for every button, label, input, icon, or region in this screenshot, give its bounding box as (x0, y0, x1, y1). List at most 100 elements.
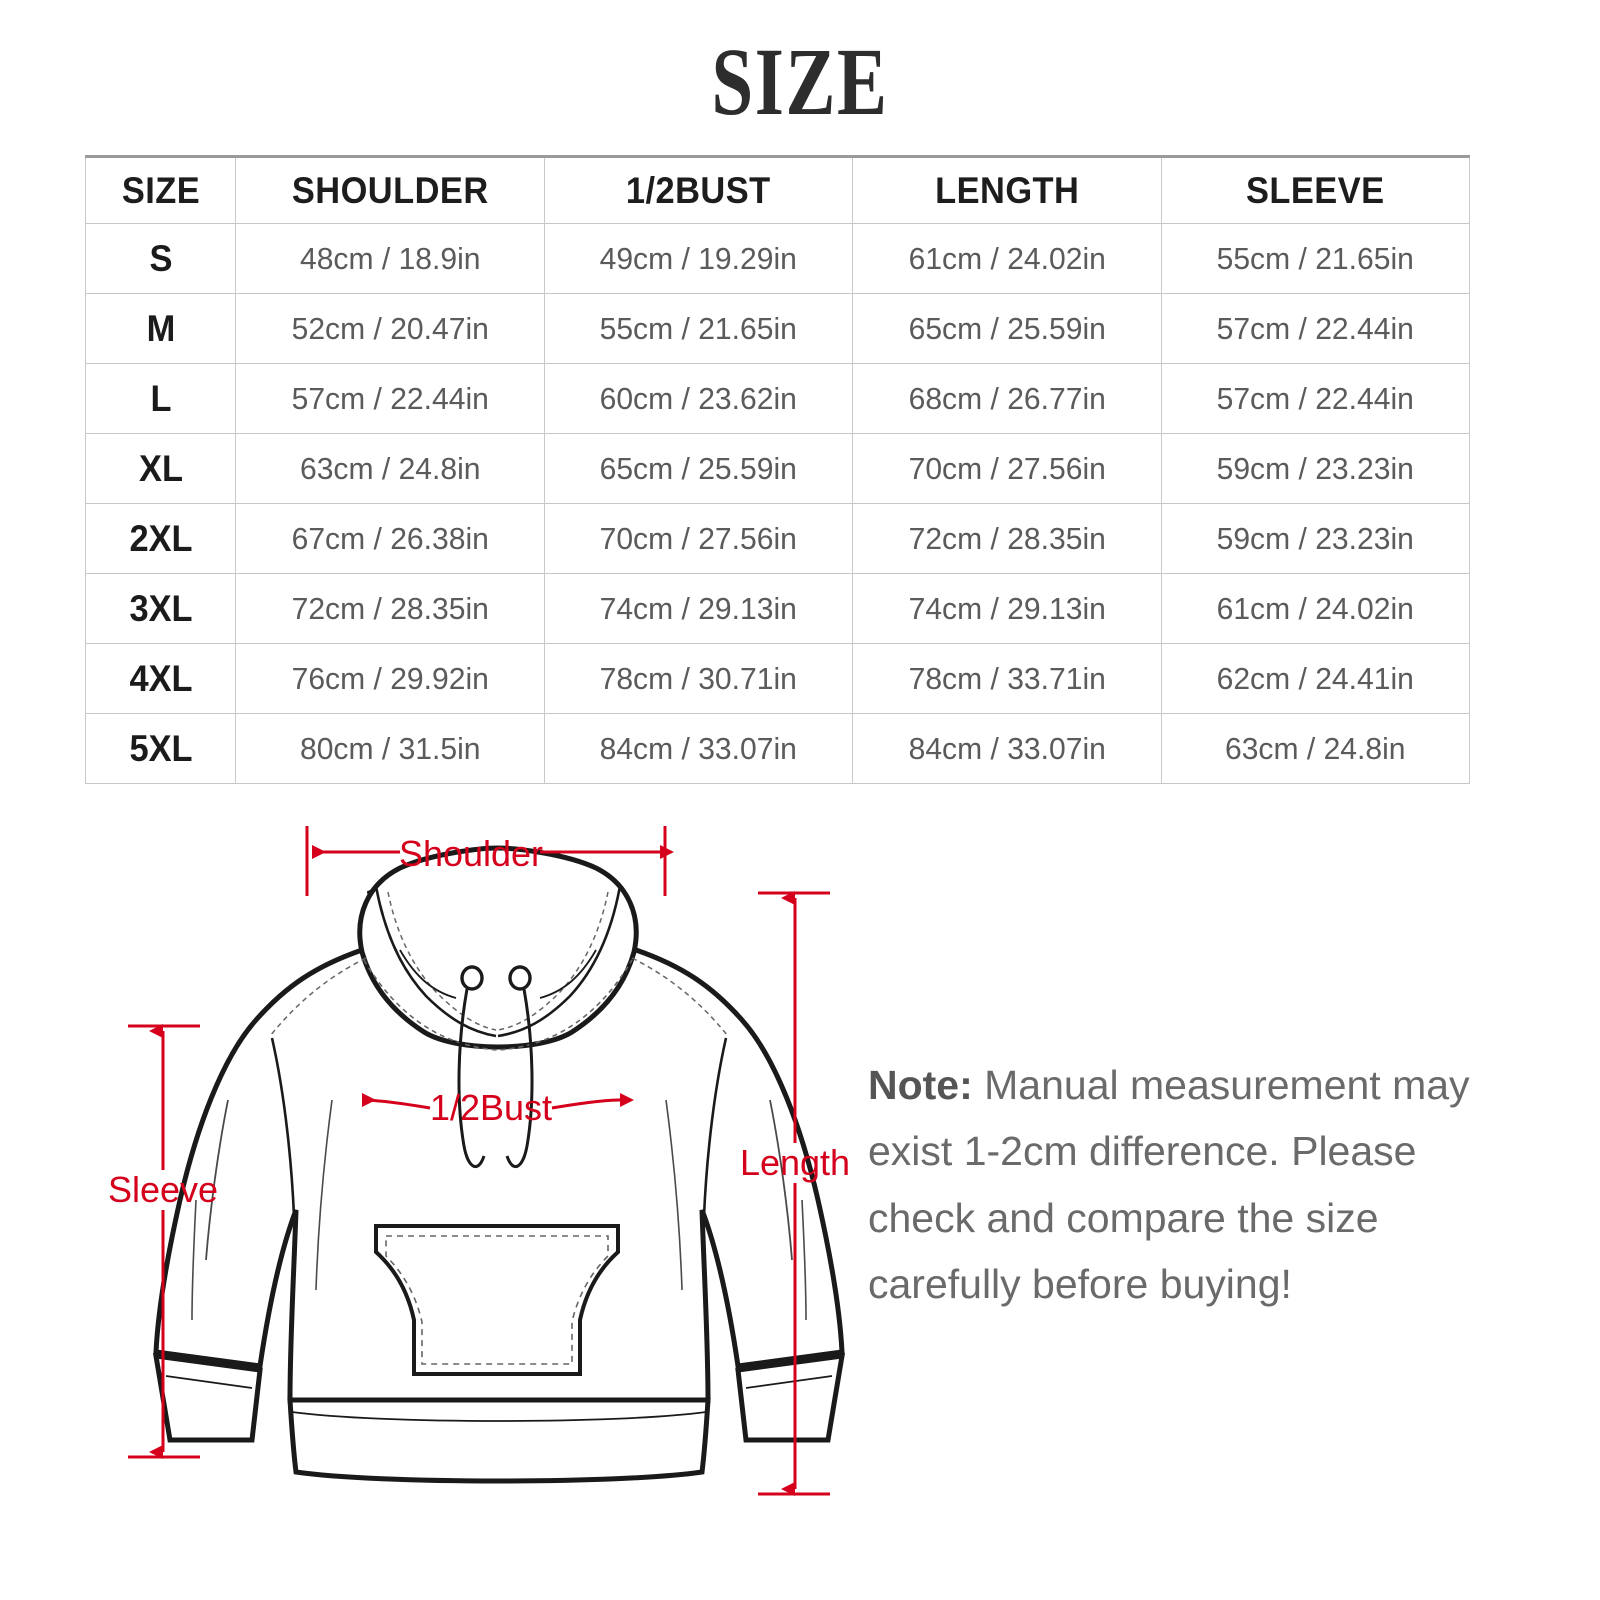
hood-left-fold (374, 885, 497, 1038)
left-shoulder-stitch (269, 957, 367, 1037)
column-header-bust: 1/2BUST (554, 155, 843, 224)
cell-bust: 55cm / 21.65in (548, 293, 849, 364)
hoodie-technical-drawing: Shoulder 1/2Bust Sleeve Length (108, 826, 850, 1496)
right-cuff (735, 1353, 846, 1443)
table-row: XL 63cm / 24.8in 65cm / 25.59in 70cm / 2… (86, 433, 1470, 504)
kangaroo-pocket (374, 1224, 620, 1376)
right-armhole-seam (702, 1037, 728, 1217)
table-row: S 48cm / 18.9in 49cm / 19.29in 61cm / 24… (86, 223, 1470, 294)
left-cuff-seam (165, 1375, 253, 1389)
drawstring-left (457, 988, 486, 1169)
table-row: M 52cm / 20.47in 55cm / 21.65in 65cm / 2… (86, 293, 1470, 364)
cell-size: S (90, 223, 231, 294)
cell-length: 84cm / 33.07in (856, 713, 1157, 784)
grommet-left-icon (460, 965, 484, 991)
table-row: 3XL 72cm / 28.35in 74cm / 29.13in 74cm /… (86, 573, 1470, 644)
length-label: Length (740, 1142, 850, 1183)
cell-length: 68cm / 26.77in (856, 363, 1157, 434)
hood-outer-shape (357, 845, 639, 1050)
hem-band-top-seam (291, 1411, 707, 1422)
column-header-sleeve: SLEEVE (1171, 155, 1460, 224)
bust-arrow-line-right (551, 1093, 634, 1110)
bust-dimension-group: 1/2Bust (361, 1087, 634, 1128)
cell-sleeve: 59cm / 23.23in (1165, 433, 1466, 504)
right-body-drape (665, 1099, 683, 1291)
hood-left-fold-stitch (387, 891, 497, 1031)
size-chart-table-container: SIZE SHOULDER 1/2BUST LENGTH SLEEVE S 48… (85, 155, 1470, 784)
left-body-drape (315, 1099, 333, 1291)
cell-shoulder: 67cm / 26.38in (239, 503, 540, 574)
neckline-seam (363, 959, 633, 1051)
right-sleeve-fold (769, 1099, 793, 1261)
measurement-note: Note: Manual measurement may exist 1-2cm… (868, 1052, 1488, 1318)
cell-bust: 74cm / 29.13in (548, 573, 849, 644)
cell-length: 65cm / 25.59in (856, 293, 1157, 364)
right-sleeve-fold-2 (801, 1199, 807, 1321)
cell-shoulder: 57cm / 22.44in (239, 363, 540, 434)
left-cuff (152, 1353, 263, 1443)
cell-size: M (90, 293, 231, 364)
cell-bust: 70cm / 27.56in (548, 503, 849, 574)
column-header-shoulder: SHOULDER (245, 155, 534, 224)
sleeve-dimension-group: Sleeve (108, 1024, 218, 1459)
shoulder-label: Shoulder (399, 833, 543, 874)
cell-bust: 49cm / 19.29in (548, 223, 849, 294)
cell-length: 74cm / 29.13in (856, 573, 1157, 644)
right-cuff-seam (745, 1375, 833, 1389)
cell-shoulder: 63cm / 24.8in (239, 433, 540, 504)
cell-size: XL (90, 433, 231, 504)
cell-shoulder: 80cm / 31.5in (239, 713, 540, 784)
cell-bust: 60cm / 23.62in (548, 363, 849, 434)
hood-right-fold-stitch (497, 891, 609, 1031)
cell-sleeve: 59cm / 23.23in (1165, 503, 1466, 574)
hoodie-body-group (152, 845, 846, 1484)
table-row: 4XL 76cm / 29.92in 78cm / 30.71in 78cm /… (86, 643, 1470, 714)
cell-sleeve: 55cm / 21.65in (1165, 223, 1466, 294)
cell-bust: 84cm / 33.07in (548, 713, 849, 784)
length-dimension-group: Length (740, 891, 850, 1496)
hem-band (287, 1397, 711, 1484)
table-row: L 57cm / 22.44in 60cm / 23.62in 68cm / 2… (86, 363, 1470, 434)
table-row: 5XL 80cm / 31.5in 84cm / 33.07in 84cm / … (86, 713, 1470, 784)
cell-bust: 65cm / 25.59in (548, 433, 849, 504)
cell-length: 70cm / 27.56in (856, 433, 1157, 504)
cell-size: L (90, 363, 231, 434)
table-row: 2XL 67cm / 26.38in 70cm / 27.56in 72cm /… (86, 503, 1470, 574)
kangaroo-pocket-stitch (385, 1235, 609, 1365)
cell-shoulder: 52cm / 20.47in (239, 293, 540, 364)
cell-shoulder: 48cm / 18.9in (239, 223, 540, 294)
drawstring-right (505, 988, 534, 1169)
cell-length: 61cm / 24.02in (856, 223, 1157, 294)
cell-shoulder: 72cm / 28.35in (239, 573, 540, 644)
size-chart-table: SIZE SHOULDER 1/2BUST LENGTH SLEEVE S 48… (85, 155, 1470, 784)
cell-sleeve: 57cm / 22.44in (1165, 363, 1466, 434)
cell-size: 2XL (90, 503, 231, 574)
cell-bust: 78cm / 30.71in (548, 643, 849, 714)
cell-length: 72cm / 28.35in (856, 503, 1157, 574)
page-title: SIZE (711, 28, 889, 135)
shoulder-dimension-group: Shoulder (305, 826, 674, 896)
column-header-size: SIZE (90, 155, 231, 224)
cell-size: 3XL (90, 573, 231, 644)
cell-size: 4XL (90, 643, 231, 714)
cell-sleeve: 63cm / 24.8in (1165, 713, 1466, 784)
hood-right-crease (539, 949, 597, 999)
bust-label: 1/2Bust (430, 1087, 552, 1128)
column-header-length: LENGTH (862, 155, 1151, 224)
note-text: Manual measurement may exist 1-2cm diffe… (868, 1062, 1470, 1308)
cell-length: 78cm / 33.71in (856, 643, 1157, 714)
cell-shoulder: 76cm / 29.92in (239, 643, 540, 714)
cell-sleeve: 57cm / 22.44in (1165, 293, 1466, 364)
left-sleeve-fold-2 (191, 1199, 197, 1321)
sleeve-label: Sleeve (108, 1169, 218, 1210)
cell-sleeve: 62cm / 24.41in (1165, 643, 1466, 714)
grommet-right-icon (508, 965, 532, 991)
hood-right-fold (497, 885, 622, 1038)
note-label: Note: (868, 1062, 973, 1108)
right-shoulder-stitch (631, 957, 729, 1037)
cell-sleeve: 61cm / 24.02in (1165, 573, 1466, 644)
left-armhole-seam (270, 1037, 296, 1217)
cell-size: 5XL (90, 713, 231, 784)
bust-arrow-line-left (361, 1093, 431, 1110)
left-sleeve-fold (205, 1099, 229, 1261)
